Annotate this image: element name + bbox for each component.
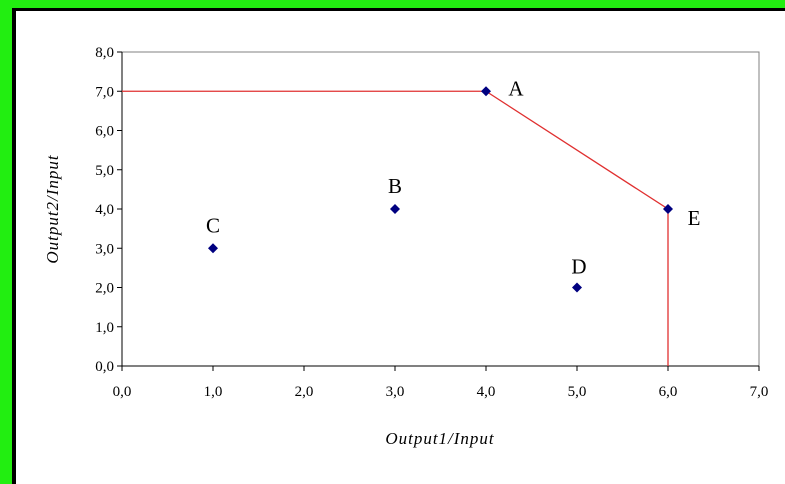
frame-border-top-shadow (12, 8, 785, 11)
x-tick-label: 4,0 (477, 384, 496, 400)
data-point-b (390, 204, 400, 214)
y-tick-label: 4,0 (95, 202, 114, 218)
x-tick-label: 7,0 (750, 384, 769, 400)
data-points: A B C D E (206, 76, 701, 293)
y-tick-label: 7,0 (95, 84, 114, 100)
data-point-a (481, 86, 491, 97)
x-tick-label: 2,0 (295, 384, 314, 400)
y-tick-label: 3,0 (95, 241, 114, 257)
data-point-label-b: B (388, 174, 402, 198)
data-point-d (572, 282, 582, 293)
x-axis-label: Output1/Input (385, 429, 495, 448)
x-tick-label: 5,0 (568, 384, 587, 400)
x-tick-label: 3,0 (386, 384, 405, 400)
data-point-label-e: E (688, 206, 701, 230)
efficiency-frontier (122, 90, 669, 366)
data-point-c (208, 243, 218, 254)
data-point-label-a: A (508, 76, 524, 100)
y-tick-label: 1,0 (95, 320, 114, 336)
frame-border-top (0, 0, 785, 8)
data-point-label-c: C (206, 213, 220, 237)
y-tick-label: 6,0 (95, 124, 114, 140)
plot-axes: 0,0 1,0 2,0 3,0 4,0 5,0 6,0 7,0 8,0 0,0 1,0 2,0 3,0 4… (95, 45, 768, 400)
frame-border-left-shadow (12, 8, 16, 484)
y-tick-label: 8,0 (95, 45, 114, 61)
y-tick-label: 5,0 (95, 163, 114, 179)
data-point-e (663, 204, 673, 214)
x-tick-label: 6,0 (659, 384, 678, 400)
x-tick-label: 0,0 (113, 384, 132, 400)
frame-border-left (0, 0, 12, 484)
y-tick-label: 2,0 (95, 281, 114, 297)
data-point-label-d: D (571, 255, 586, 279)
frontier-line (122, 90, 669, 366)
y-tick-label: 0,0 (95, 359, 114, 375)
y-axis-label: Output2/Input (43, 154, 62, 264)
x-tick-label: 1,0 (204, 384, 223, 400)
